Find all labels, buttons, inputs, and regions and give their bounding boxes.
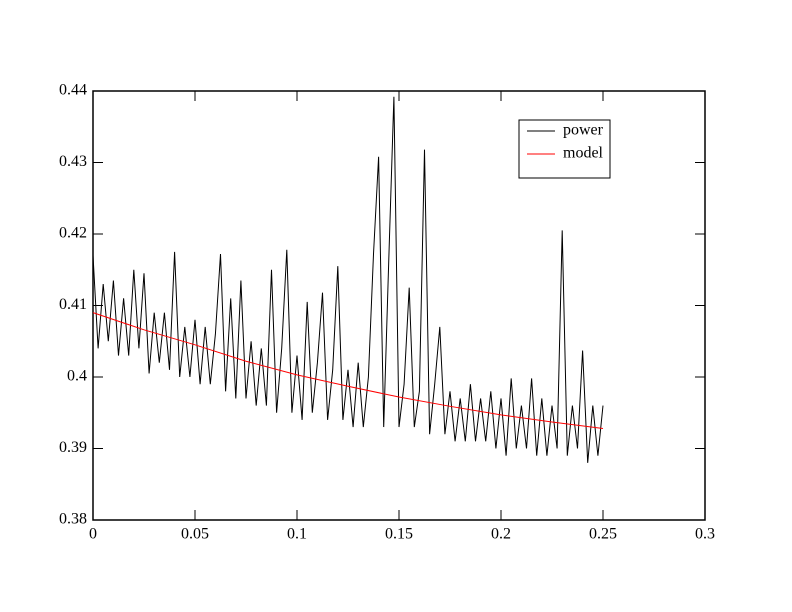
x-tick-label: 0.25 bbox=[589, 526, 617, 543]
y-tick-label: 0.42 bbox=[59, 225, 87, 242]
x-tick-label: 0.05 bbox=[181, 526, 209, 543]
series-line bbox=[92, 312, 604, 429]
y-tick-label: 0.41 bbox=[59, 296, 87, 313]
y-tick-label: 0.4 bbox=[67, 368, 87, 385]
legend-label: power bbox=[563, 122, 604, 139]
x-tick-label: 0.1 bbox=[287, 526, 307, 543]
y-tick-label: 0.39 bbox=[59, 439, 87, 456]
x-tick-label: 0.15 bbox=[385, 526, 413, 543]
plot-frame bbox=[92, 90, 706, 521]
x-tick-label: 0.2 bbox=[491, 526, 511, 543]
legend-label: model bbox=[563, 145, 604, 162]
y-tick-label: 0.38 bbox=[59, 511, 87, 528]
series-line bbox=[92, 96, 604, 463]
y-tick-label: 0.44 bbox=[59, 82, 87, 99]
x-tick-label: 0.3 bbox=[695, 526, 715, 543]
x-tick-label: 0 bbox=[89, 526, 97, 543]
legend-box bbox=[518, 119, 611, 179]
y-tick-label: 0.43 bbox=[59, 153, 87, 170]
